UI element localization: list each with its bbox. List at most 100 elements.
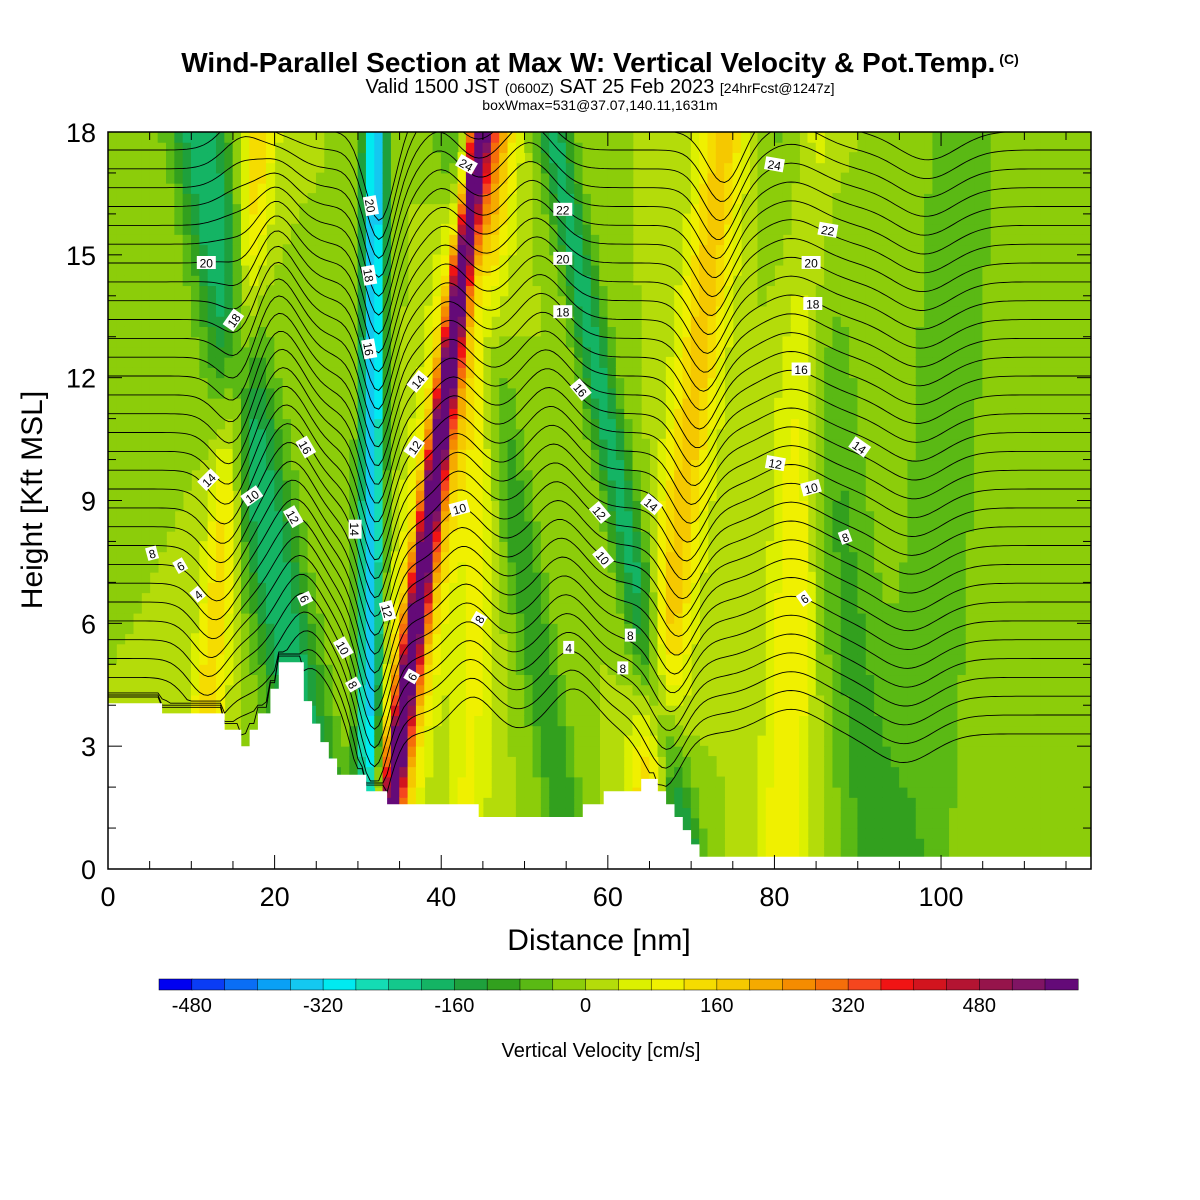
velocity-cell	[824, 254, 834, 266]
velocity-cell	[782, 827, 792, 839]
velocity-cell	[215, 520, 226, 532]
velocity-cell	[324, 162, 334, 174]
velocity-cell	[299, 653, 309, 665]
velocity-cell	[357, 684, 367, 696]
velocity-cell	[674, 561, 684, 573]
velocity-cell	[274, 356, 284, 368]
velocity-cell	[141, 479, 151, 491]
velocity-cell	[699, 162, 709, 174]
velocity-cell	[824, 582, 834, 594]
velocity-cell	[132, 275, 142, 287]
velocity-cell	[440, 500, 451, 512]
velocity-cell	[424, 141, 434, 153]
velocity-cell	[407, 663, 417, 676]
velocity-cell	[582, 715, 592, 727]
velocity-cell	[449, 582, 459, 594]
velocity-cell	[849, 152, 859, 164]
velocity-cell	[108, 397, 117, 409]
velocity-cell	[116, 275, 126, 287]
velocity-cell	[116, 489, 126, 501]
velocity-cell	[307, 704, 317, 716]
velocity-cell	[815, 602, 825, 614]
velocity-cell	[557, 469, 567, 481]
velocity-cell	[307, 244, 317, 256]
velocity-cell	[224, 356, 234, 368]
velocity-cell	[507, 674, 517, 686]
velocity-cell	[615, 182, 625, 194]
velocity-cell	[274, 346, 284, 358]
velocity-cell	[399, 275, 409, 287]
velocity-cell	[624, 315, 634, 327]
velocity-cell	[832, 663, 842, 676]
velocity-cell	[599, 408, 609, 420]
velocity-cell	[557, 367, 567, 379]
velocity-cell	[424, 326, 434, 338]
velocity-cell	[782, 797, 792, 809]
velocity-cell	[524, 418, 534, 430]
velocity-cell	[665, 459, 675, 471]
velocity-cell	[499, 459, 509, 471]
velocity-cell	[465, 428, 476, 440]
velocity-cell	[615, 459, 625, 471]
velocity-cell	[540, 346, 551, 358]
velocity-cell	[215, 326, 226, 338]
velocity-cell	[582, 275, 592, 287]
velocity-cell	[774, 837, 784, 850]
velocity-cell	[457, 275, 467, 287]
velocity-cell	[524, 377, 534, 389]
velocity-cell	[215, 674, 226, 686]
velocity-cell	[116, 305, 126, 317]
velocity-cell	[215, 397, 226, 409]
velocity-cell	[465, 469, 476, 481]
velocity-cell	[399, 182, 409, 194]
velocity-cell	[357, 643, 367, 655]
velocity-cell	[215, 510, 226, 522]
velocity-cell	[374, 602, 384, 614]
velocity-cell	[315, 633, 326, 645]
velocity-cell	[607, 459, 617, 471]
velocity-cell	[474, 438, 484, 450]
velocity-cell	[857, 837, 867, 850]
velocity-cell	[690, 489, 700, 501]
velocity-cell	[565, 674, 576, 686]
velocity-cell	[149, 469, 159, 481]
velocity-cell	[549, 756, 559, 768]
velocity-cell	[824, 592, 834, 604]
velocity-cell	[449, 459, 459, 471]
velocity-cell	[116, 315, 126, 327]
velocity-cell	[282, 438, 292, 450]
velocity-cell	[849, 489, 859, 501]
velocity-cell	[224, 264, 234, 276]
velocity-cell	[307, 367, 317, 379]
velocity-cell	[565, 182, 576, 194]
velocity-cell	[240, 551, 251, 563]
velocity-cell	[832, 561, 842, 573]
velocity-cell	[215, 500, 226, 512]
velocity-cell	[474, 704, 484, 716]
velocity-cell	[824, 336, 834, 348]
velocity-cell	[824, 786, 834, 798]
velocity-cell	[640, 510, 650, 522]
velocity-cell	[790, 469, 800, 481]
velocity-cell	[449, 418, 459, 430]
velocity-cell	[340, 275, 351, 287]
velocity-cell	[574, 203, 584, 215]
velocity-cell	[615, 234, 625, 246]
velocity-cell	[632, 418, 642, 430]
velocity-cell	[116, 223, 126, 235]
velocity-cell	[474, 449, 484, 461]
velocity-cell	[424, 500, 434, 512]
velocity-cell	[174, 254, 184, 266]
velocity-cell	[249, 162, 259, 174]
velocity-cell	[324, 295, 334, 307]
velocity-cell	[474, 489, 484, 501]
velocity-cell	[141, 213, 151, 225]
velocity-cell	[790, 295, 800, 307]
velocity-cell	[390, 582, 401, 594]
velocity-cell	[674, 305, 684, 317]
velocity-cell	[849, 449, 859, 461]
velocity-cell	[182, 459, 192, 471]
velocity-cell	[757, 295, 767, 307]
velocity-cell	[590, 244, 600, 256]
velocity-cell	[524, 704, 534, 716]
